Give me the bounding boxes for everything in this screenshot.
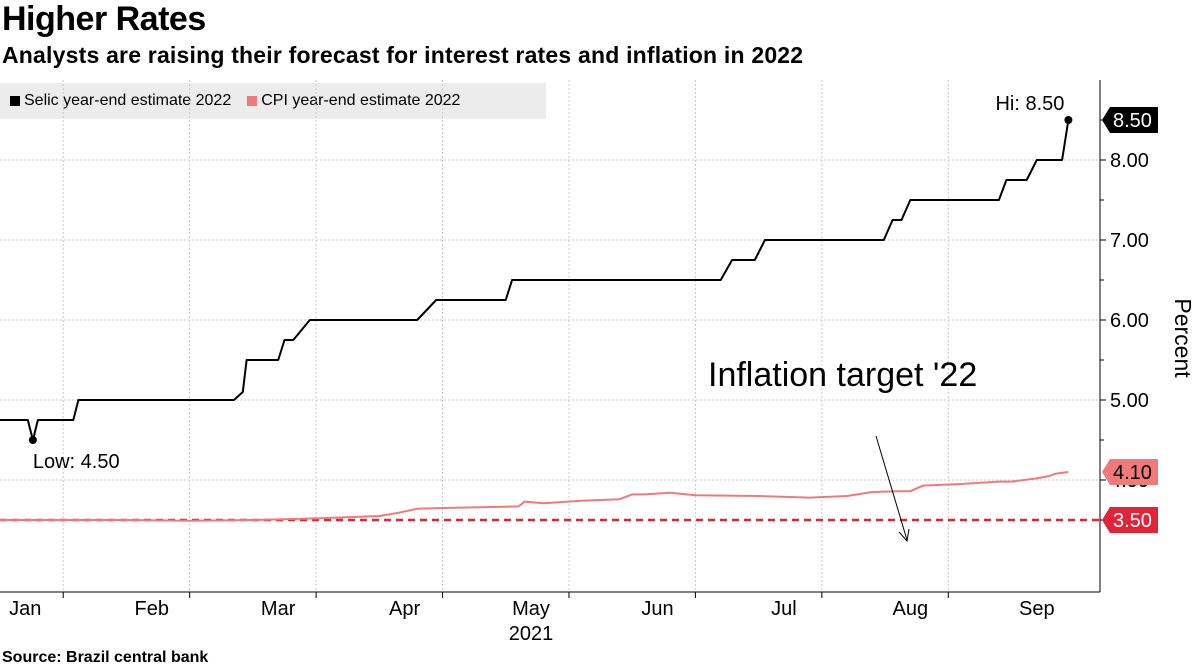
series-lines [0, 119, 1100, 522]
end-label-text: 4.10 [1113, 462, 1152, 484]
end-label-flag [1102, 107, 1158, 133]
y-tick-label: 6.00 [1110, 310, 1149, 332]
hi-point-marker [1064, 116, 1073, 124]
y-tick-label: 8.00 [1110, 150, 1149, 172]
x-tick-label: Feb [134, 598, 168, 620]
x-tick-label: Apr [389, 598, 420, 620]
legend-label-cpi: CPI year-end estimate 2022 [261, 92, 461, 109]
target-arrow-line [875, 435, 908, 541]
x-tick-label: Mar [261, 598, 296, 620]
legend-label-selic: Selic year-end estimate 2022 [24, 92, 232, 109]
grid-lines [0, 80, 1100, 592]
target-annotation: Inflation target '22 [708, 356, 977, 394]
annotations: Low: 4.50 Hi: 8.50 Inflation target '22 [28, 93, 1073, 543]
x-axis-year-label: 2021 [509, 623, 554, 645]
end-labels: 4.008.504.103.50 [1102, 107, 1158, 533]
hi-annotation: Hi: 8.50 [995, 93, 1064, 115]
legend-swatch-cpi [247, 96, 258, 106]
y-tick-label: 7.00 [1110, 230, 1149, 252]
target-arrow-head [898, 528, 910, 543]
series-line-cpi [0, 471, 1069, 522]
x-tick-label: May [512, 598, 550, 620]
series-line-selic [0, 119, 1070, 441]
x-tick-label: Sep [1019, 598, 1055, 620]
low-point-marker [28, 436, 37, 444]
legend-swatch-selic [10, 96, 20, 106]
end-label-text: 8.50 [1113, 110, 1152, 132]
end-label-flag [1102, 507, 1158, 533]
x-tick-label: Aug [893, 598, 929, 620]
end-label-text: 3.50 [1113, 510, 1152, 532]
legend-item-cpi: CPI year-end estimate 2022 [247, 92, 460, 110]
chart-subtitle: Analysts are raising their forecast for … [2, 42, 804, 68]
chart-legend: Selic year-end estimate 2022 CPI year-en… [0, 83, 546, 119]
y-tick-label: 5.00 [1110, 390, 1149, 412]
y-axis-title: Percent [1170, 298, 1196, 378]
end-label-flag [1102, 459, 1158, 485]
low-annotation: Low: 4.50 [33, 451, 120, 473]
x-tick-label: Jul [771, 598, 797, 620]
source-note: Source: Brazil central bank [2, 649, 209, 666]
x-tick-label: Jan [9, 598, 41, 620]
axes: 4.005.006.007.008.00JanFebMarAprMayJunJu… [0, 80, 1196, 645]
x-tick-label: Jun [641, 598, 673, 620]
chart-title: Higher Rates [2, 0, 206, 38]
legend-item-selic: Selic year-end estimate 2022 [10, 92, 231, 110]
